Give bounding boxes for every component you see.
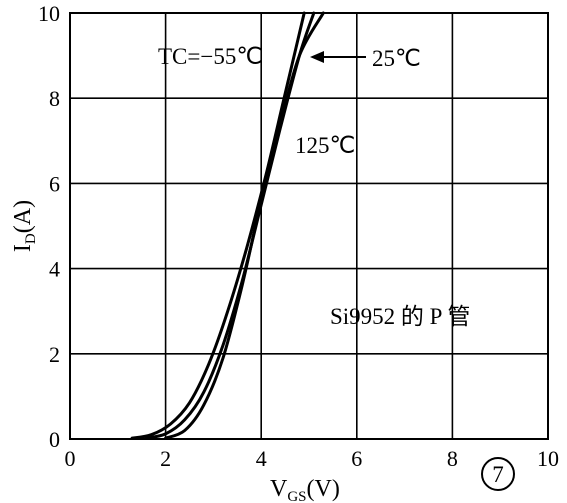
y-axis-label: ID(A) [10, 200, 39, 252]
y-tick-label-0: 0 [49, 427, 60, 452]
x-tick-label-10: 10 [537, 446, 559, 471]
tc-minus55-label: TC=−55℃ [158, 44, 262, 69]
x-tick-label-8: 8 [447, 446, 458, 471]
x-tick-labels: 0 2 4 6 8 10 [65, 446, 560, 471]
curve-125c [164, 11, 325, 440]
x-tick-label-6: 6 [351, 446, 362, 471]
y-tick-label-8: 8 [49, 86, 60, 111]
x-tick-label-4: 4 [256, 446, 267, 471]
plot-frame [69, 12, 549, 440]
figure-number-circle [481, 457, 515, 491]
label-125c: 125℃ [295, 133, 355, 158]
label-25c-arrowhead [310, 51, 324, 63]
x-tick-label-0: 0 [65, 446, 76, 471]
figure-number: 7 [492, 462, 504, 487]
grid [70, 13, 548, 439]
y-tick-labels: 0 2 4 6 8 10 [38, 1, 60, 452]
curves [130, 11, 325, 440]
curve-tc-minus55 [130, 11, 306, 440]
x-axis-label: VGS(V) [270, 476, 340, 503]
x-tick-label-2: 2 [160, 446, 171, 471]
y-tick-label-10: 10 [38, 1, 60, 26]
y-tick-label-6: 6 [49, 171, 60, 196]
device-label: Si9952 的 P 管 [330, 304, 470, 329]
y-tick-label-2: 2 [49, 342, 60, 367]
label-25c: 25℃ [372, 46, 421, 71]
y-tick-label-4: 4 [49, 257, 60, 282]
